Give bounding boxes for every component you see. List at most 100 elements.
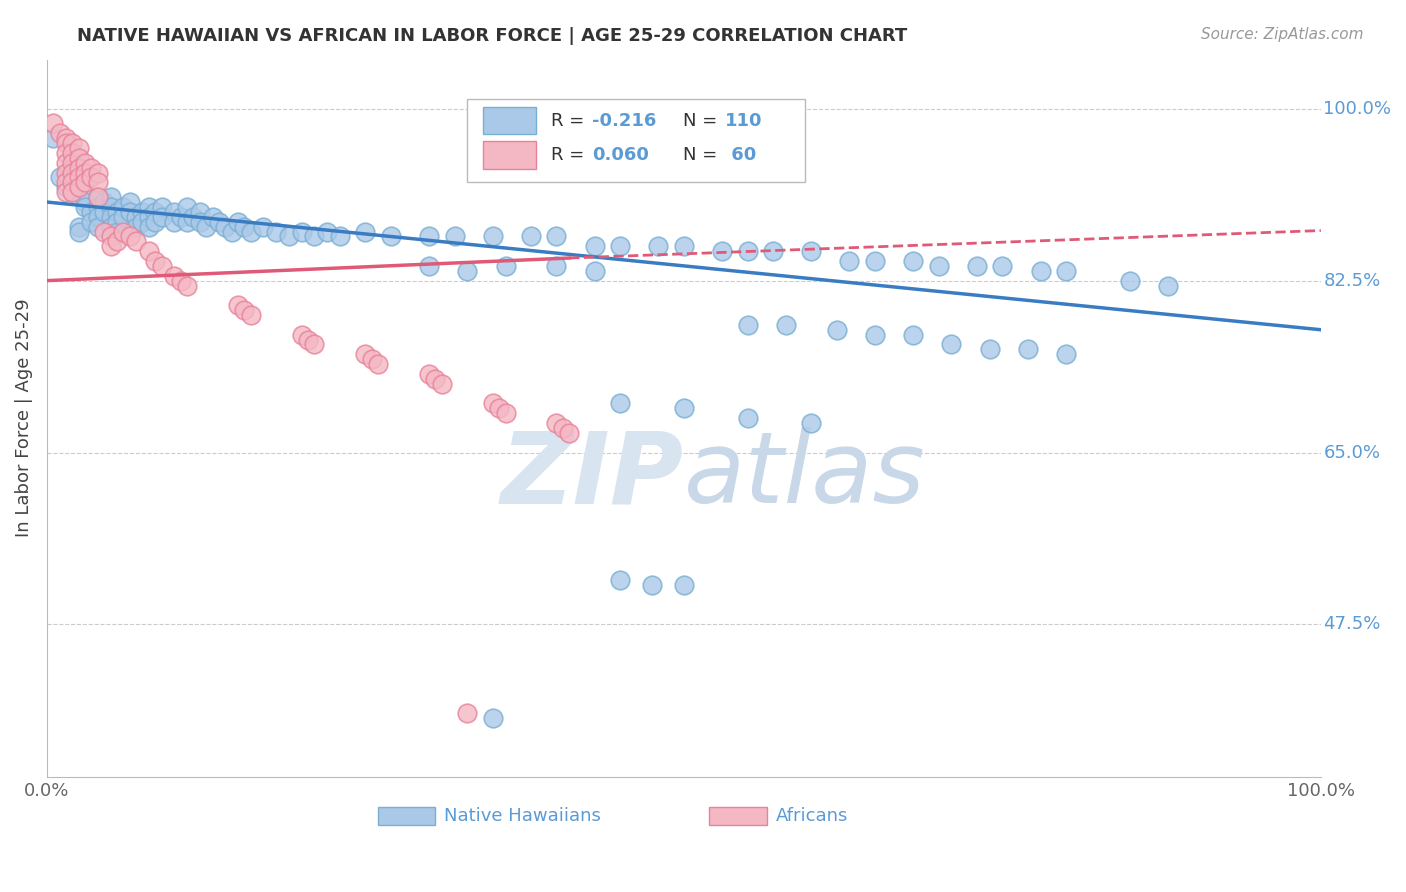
Point <box>901 254 924 268</box>
Point <box>495 406 517 420</box>
Point <box>928 259 950 273</box>
Point <box>838 254 860 268</box>
Point <box>105 235 128 249</box>
Point <box>55 131 77 145</box>
Point <box>672 578 695 592</box>
Bar <box>482 107 536 134</box>
Point <box>55 185 77 199</box>
Point <box>125 235 148 249</box>
Text: 65.0%: 65.0% <box>1323 443 1381 461</box>
Point <box>583 264 606 278</box>
Point <box>297 333 319 347</box>
Point <box>60 185 83 199</box>
Point <box>737 318 759 332</box>
Point <box>737 244 759 259</box>
Point <box>150 210 173 224</box>
Point <box>176 278 198 293</box>
Point <box>252 219 274 234</box>
Point <box>105 215 128 229</box>
Point <box>1054 347 1077 361</box>
Point <box>100 229 122 244</box>
Point <box>354 347 377 361</box>
Text: 60: 60 <box>724 146 756 164</box>
Point <box>60 145 83 160</box>
Point <box>60 175 83 189</box>
Point <box>762 244 785 259</box>
Point <box>825 323 848 337</box>
Point <box>150 259 173 273</box>
Text: 110: 110 <box>724 112 762 129</box>
Point <box>87 200 110 214</box>
Point <box>55 165 77 179</box>
Point <box>67 180 90 194</box>
Point <box>991 259 1014 273</box>
Bar <box>378 807 436 825</box>
Point <box>456 706 478 720</box>
Point <box>131 205 153 219</box>
Text: ZIP: ZIP <box>501 427 683 524</box>
Point <box>143 254 166 268</box>
Text: 0.060: 0.060 <box>592 146 650 164</box>
Point <box>60 175 83 189</box>
Point <box>55 136 77 150</box>
Point <box>291 327 314 342</box>
Point <box>169 210 191 224</box>
Point <box>775 318 797 332</box>
Point <box>93 195 115 210</box>
Point <box>233 303 256 318</box>
Point <box>93 225 115 239</box>
FancyBboxPatch shape <box>467 99 804 181</box>
Point <box>737 411 759 425</box>
Point <box>143 205 166 219</box>
Text: R =: R = <box>551 112 591 129</box>
Point <box>112 200 135 214</box>
Point <box>430 376 453 391</box>
Point <box>100 190 122 204</box>
Point <box>195 219 218 234</box>
Text: Africans: Africans <box>776 807 848 825</box>
Point <box>118 229 141 244</box>
Point <box>481 229 503 244</box>
Point <box>443 229 465 244</box>
Point <box>418 259 440 273</box>
Point <box>112 225 135 239</box>
Point <box>495 259 517 273</box>
Point <box>380 229 402 244</box>
Point <box>67 161 90 175</box>
Point <box>188 215 211 229</box>
Point <box>176 200 198 214</box>
Point <box>131 215 153 229</box>
Point <box>67 219 90 234</box>
Point <box>264 225 287 239</box>
Point <box>641 578 664 592</box>
Point <box>112 210 135 224</box>
Point <box>481 711 503 725</box>
Point <box>966 259 988 273</box>
Point <box>1054 264 1077 278</box>
Text: Source: ZipAtlas.com: Source: ZipAtlas.com <box>1201 27 1364 42</box>
Point <box>418 367 440 381</box>
Point <box>138 200 160 214</box>
Point <box>67 225 90 239</box>
Point <box>87 165 110 179</box>
Point <box>367 357 389 371</box>
Point <box>863 327 886 342</box>
Text: R =: R = <box>551 146 591 164</box>
Point <box>93 205 115 219</box>
Point <box>226 298 249 312</box>
Point <box>138 244 160 259</box>
Point <box>163 205 186 219</box>
Point <box>979 343 1001 357</box>
Point <box>67 170 90 185</box>
Point <box>201 210 224 224</box>
Point <box>304 337 326 351</box>
Text: 82.5%: 82.5% <box>1323 272 1381 290</box>
Point <box>55 175 77 189</box>
Point <box>672 401 695 416</box>
Text: N =: N = <box>682 146 723 164</box>
Point <box>551 421 574 435</box>
Point <box>100 239 122 253</box>
Point <box>163 215 186 229</box>
Point <box>87 175 110 189</box>
Point <box>125 219 148 234</box>
